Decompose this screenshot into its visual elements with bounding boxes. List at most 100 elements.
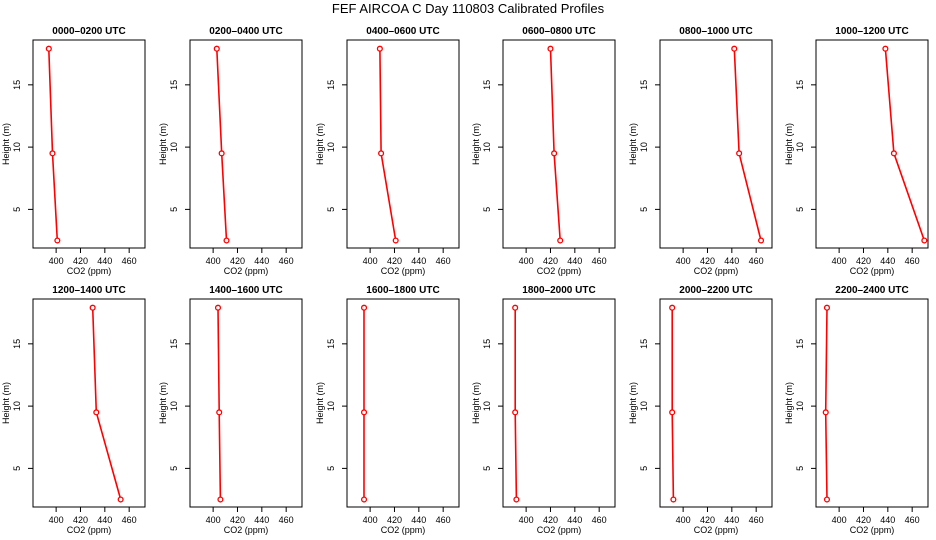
panel-title: 1000–1200 UTC (835, 26, 908, 37)
profile-line (514, 307, 518, 500)
data-point (360, 496, 368, 503)
x-tick-label: 420 (73, 256, 88, 266)
plot-frame (815, 298, 929, 508)
x-tick-label: 440 (567, 515, 582, 525)
x-tick-label: 460 (279, 256, 294, 266)
y-axis-label: Height (m) (158, 123, 168, 165)
data-point (736, 150, 743, 157)
y-tick-label: 15 (639, 80, 649, 90)
y-tick-label: 5 (795, 207, 805, 212)
y-tick-label: 15 (169, 339, 179, 349)
x-tick-label: 400 (676, 256, 691, 266)
y-axis-label: Height (m) (628, 382, 638, 424)
y-tick-label: 15 (12, 80, 22, 90)
y-tick-label: 10 (169, 401, 179, 411)
y-tick-label: 10 (326, 401, 336, 411)
data-point (218, 150, 225, 157)
data-point (512, 304, 519, 311)
profile-panel: 1800–2000 UTC 400 420 440 460 CO2 (ppm) 5 10 15 H… (471, 285, 616, 535)
x-tick-label: 460 (592, 256, 607, 266)
y-tick-label: 10 (326, 142, 336, 152)
profile-line (549, 48, 561, 241)
y-tick-label: 5 (12, 207, 22, 212)
y-axis-label: Height (m) (784, 382, 794, 424)
y-tick-label: 15 (795, 80, 805, 90)
page-title: FEF AIRCOA C Day 110803 Calibrated Profi… (331, 1, 605, 16)
data-point (223, 237, 230, 244)
data-point (669, 409, 676, 416)
y-axis-label: Height (m) (1, 123, 11, 165)
y-tick-label: 10 (639, 401, 649, 411)
x-tick-label: 440 (411, 515, 426, 525)
profile-line (91, 307, 122, 500)
plot-frame (659, 298, 773, 508)
x-tick-label: 460 (749, 515, 764, 525)
data-point (213, 45, 220, 52)
y-tick-label: 15 (326, 80, 336, 90)
x-tick-label: 440 (411, 256, 426, 266)
y-tick-label: 10 (12, 142, 22, 152)
panel-title: 1200–1400 UTC (52, 285, 125, 296)
y-tick-label: 5 (482, 207, 492, 212)
x-tick-label: 420 (856, 256, 871, 266)
y-tick-label: 10 (482, 401, 492, 411)
y-tick-label: 15 (482, 339, 492, 349)
x-tick-label: 420 (700, 515, 715, 525)
data-point (216, 409, 223, 416)
data-point (921, 237, 928, 244)
panel-title: 2200–2400 UTC (835, 285, 908, 296)
profile-panel: 1400–1600 UTC 400 420 440 460 CO2 (ppm) 5 10 15 H… (158, 285, 303, 535)
x-tick-label: 420 (230, 256, 245, 266)
profile-panel: 0600–0800 UTC 400 420 440 460 CO2 (ppm) 5 10 15 H… (471, 26, 616, 276)
plot-frame (346, 298, 460, 508)
x-tick-label: 400 (49, 256, 64, 266)
x-tick-label: 440 (254, 515, 269, 525)
data-point (669, 304, 676, 311)
data-point (823, 304, 831, 311)
y-axis-label: Height (m) (628, 123, 638, 165)
data-point (670, 496, 677, 503)
panel-title: 0000–0200 UTC (52, 26, 125, 37)
plot-frame (346, 39, 460, 249)
plot-frame (189, 39, 303, 249)
x-tick-label: 400 (832, 515, 847, 525)
x-tick-label: 440 (880, 256, 895, 266)
x-tick-label: 460 (279, 515, 294, 525)
profile-line (379, 48, 397, 241)
x-tick-label: 420 (387, 256, 402, 266)
x-tick-label: 420 (856, 515, 871, 525)
x-tick-label: 460 (436, 256, 451, 266)
profile-panel: 0800–1000 UTC 400 420 440 460 CO2 (ppm) 5 10 15 H… (628, 26, 773, 276)
x-tick-label: 440 (254, 256, 269, 266)
y-tick-label: 5 (326, 466, 336, 471)
plot-frame (815, 39, 929, 249)
x-tick-label: 400 (519, 515, 534, 525)
x-tick-label: 440 (97, 256, 112, 266)
profile-panel: 1600–1800 UTC 400 420 440 460 CO2 (ppm) 5 10 15 H… (315, 285, 460, 535)
plot-frame (502, 298, 616, 508)
data-point (551, 150, 558, 157)
x-tick-label: 420 (73, 515, 88, 525)
plot-frame (189, 298, 303, 508)
data-point (890, 150, 897, 157)
x-axis-label: CO2 (ppm) (694, 525, 739, 535)
y-tick-label: 10 (482, 142, 492, 152)
data-point (89, 304, 96, 311)
panel-title: 0200–0400 UTC (209, 26, 282, 37)
profile-line (217, 307, 222, 500)
x-tick-label: 460 (436, 515, 451, 525)
profile-panel: 0400–0600 UTC 400 420 440 460 CO2 (ppm) 5 10 15 H… (315, 26, 460, 276)
data-point (45, 45, 52, 52)
x-tick-label: 460 (122, 515, 137, 525)
x-tick-label: 420 (543, 515, 558, 525)
y-tick-label: 5 (169, 466, 179, 471)
x-tick-label: 440 (724, 515, 739, 525)
x-tick-label: 440 (97, 515, 112, 525)
x-tick-label: 400 (519, 256, 534, 266)
x-axis-label: CO2 (ppm) (850, 525, 895, 535)
panel-title: 1400–1600 UTC (209, 285, 282, 296)
panel-title: 0400–0600 UTC (366, 26, 439, 37)
y-tick-label: 10 (169, 142, 179, 152)
profile-panel: 2000–2200 UTC 400 420 440 460 CO2 (ppm) 5 10 15 H… (628, 285, 773, 535)
profile-panel: 1200–1400 UTC 400 420 440 460 CO2 (ppm) 5 10 15 H… (1, 285, 146, 535)
